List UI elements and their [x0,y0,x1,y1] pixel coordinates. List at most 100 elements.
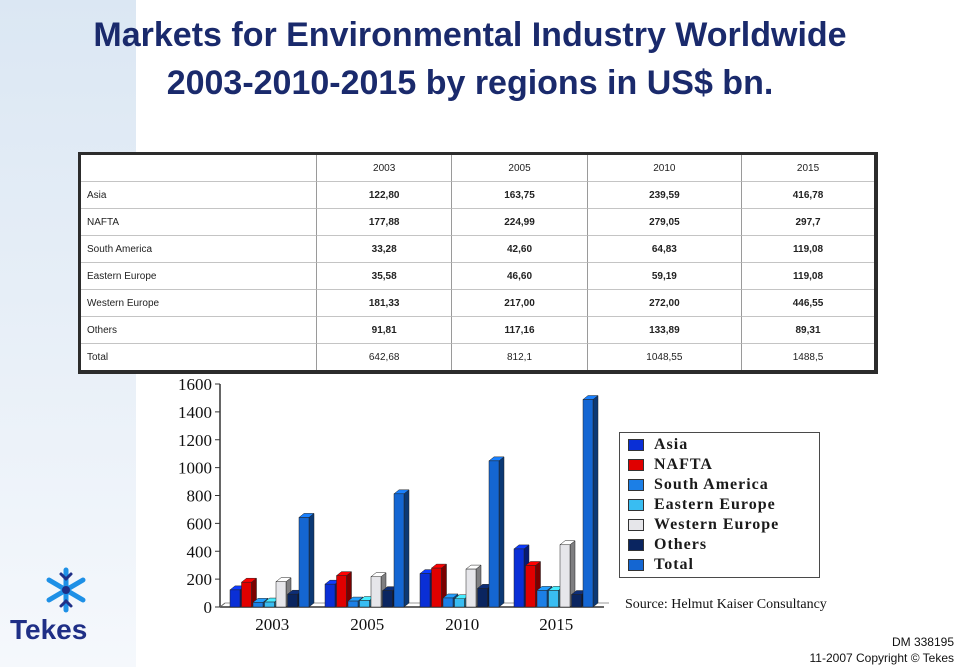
bar-south-america [347,600,359,608]
table-header-row: 2003 2005 2010 2015 [81,155,874,182]
x-tick-label: 2015 [539,615,573,634]
table-row-label: South America [81,236,317,263]
y-tick-label: 1600 [178,375,212,394]
bar-asia [324,583,336,608]
legend-swatch [628,519,644,531]
bar-western-europe [559,544,571,608]
bar-eastern-europe [264,601,275,608]
bar-total [488,460,500,608]
legend-swatch [628,499,644,511]
bar-western-europe [465,568,477,608]
legend-item: Asia [628,435,688,455]
snowflake-icon [46,567,86,613]
bar-asia [419,573,431,608]
bar-total [298,517,310,608]
table-cell: 122,80 [317,182,453,209]
bar-western-europe [370,576,382,608]
table-cell: 272,00 [587,290,743,317]
bar-eastern-europe [454,598,465,608]
y-tick-label: 1000 [178,459,212,478]
table-row-label: Total [81,344,317,370]
legend-swatch [628,479,644,491]
table-cell: 1048,55 [588,344,743,370]
legend-swatch [628,459,644,471]
y-tick-label: 1200 [178,431,212,450]
page-title: Markets for Environmental Industry World… [93,16,847,54]
bar-nafta [336,575,347,608]
legend-item: Others [628,535,707,555]
table-row: South America 33,28 42,60 64,83 119,08 [81,236,874,263]
legend-label: Others [654,536,708,553]
y-tick-label: 600 [187,514,213,533]
table-cell: 42,60 [452,236,588,263]
bar-asia [513,548,525,608]
bar-side-total [498,456,505,608]
table-row-label: NAFTA [81,209,317,236]
legend-swatch [628,559,644,571]
axis-depth-line [219,602,226,608]
bar-others [571,594,582,608]
table-cell: 33,28 [317,236,453,263]
table-cell: 91,81 [317,317,453,344]
legend-item: NAFTA [628,455,713,475]
legend-swatch [628,439,644,451]
legend-label: South America [654,476,769,493]
source-note: Source: Helmut Kaiser Consultancy [625,597,827,612]
data-table: 2003 2005 2010 2015 Asia 122,80 163,75 2… [78,152,878,374]
legend-item: Total [628,555,694,575]
table-cell: 239,59 [587,182,743,209]
table-cell: 279,05 [587,209,743,236]
table-row-label: Western Europe [81,290,317,317]
table-corner-cell [81,155,317,182]
table-cell: 181,33 [317,290,453,317]
table-row-label: Others [81,317,317,344]
table-cell: 217,00 [452,290,588,317]
bar-others [287,593,298,608]
document-id: DM 338195 [891,635,954,649]
table-row: NAFTA 177,88 224,99 279,05 297,7 [81,209,874,236]
tekes-logo: Tekes [10,566,128,646]
y-tick-label: 200 [187,570,213,589]
bar-eastern-europe [548,590,559,608]
legend-label: Total [654,556,694,573]
legend-item: Western Europe [628,515,779,535]
bar-nafta [525,565,536,608]
bar-side-total [592,395,599,608]
chart-legend: Asia NAFTA South America Eastern Europe … [619,432,820,578]
table-cell: 46,60 [452,263,588,290]
bar-others [477,588,488,608]
bar-western-europe [275,581,287,608]
table-cell: 224,99 [452,209,588,236]
bar-nafta [431,567,442,608]
table-cell: 446,55 [742,290,874,317]
bar-side-total [308,512,315,608]
page-subtitle: 2003-2010-2015 by regions in US$ bn. [166,64,774,102]
bar-total [393,493,405,608]
table-cell: 642,68 [317,344,453,370]
y-tick-label: 800 [187,487,213,506]
table-cell: 133,89 [587,317,743,344]
legend-swatch [628,539,644,551]
bar-asia [229,589,241,608]
bar-nafta [241,581,252,608]
table-cell: 1488,5 [792,351,824,363]
table-cell: 297,7 [742,209,874,236]
bar-side-total [403,489,410,608]
table-row: Eastern Europe 35,58 46,60 59,19 119,08 [81,263,874,290]
bar-total [582,399,594,608]
logo-text: Tekes [10,614,88,645]
table-cell: 64,83 [587,236,743,263]
table-cell: 177,88 [317,209,453,236]
legend-item: Eastern Europe [628,495,776,515]
table-header-year: 2010 [587,155,743,182]
bar-south-america [252,602,264,608]
legend-item: South America [628,475,769,495]
table-cell: 163,75 [452,182,588,209]
table-row: Western Europe 181,33 217,00 272,00 446,… [81,290,874,317]
table-row-label: Asia [81,182,317,209]
table-row: Asia 122,80 163,75 239,59 416,78 [81,182,874,209]
table-cell: 117,16 [452,317,588,344]
table-cell: 416,78 [742,182,874,209]
legend-label: Eastern Europe [654,496,776,513]
